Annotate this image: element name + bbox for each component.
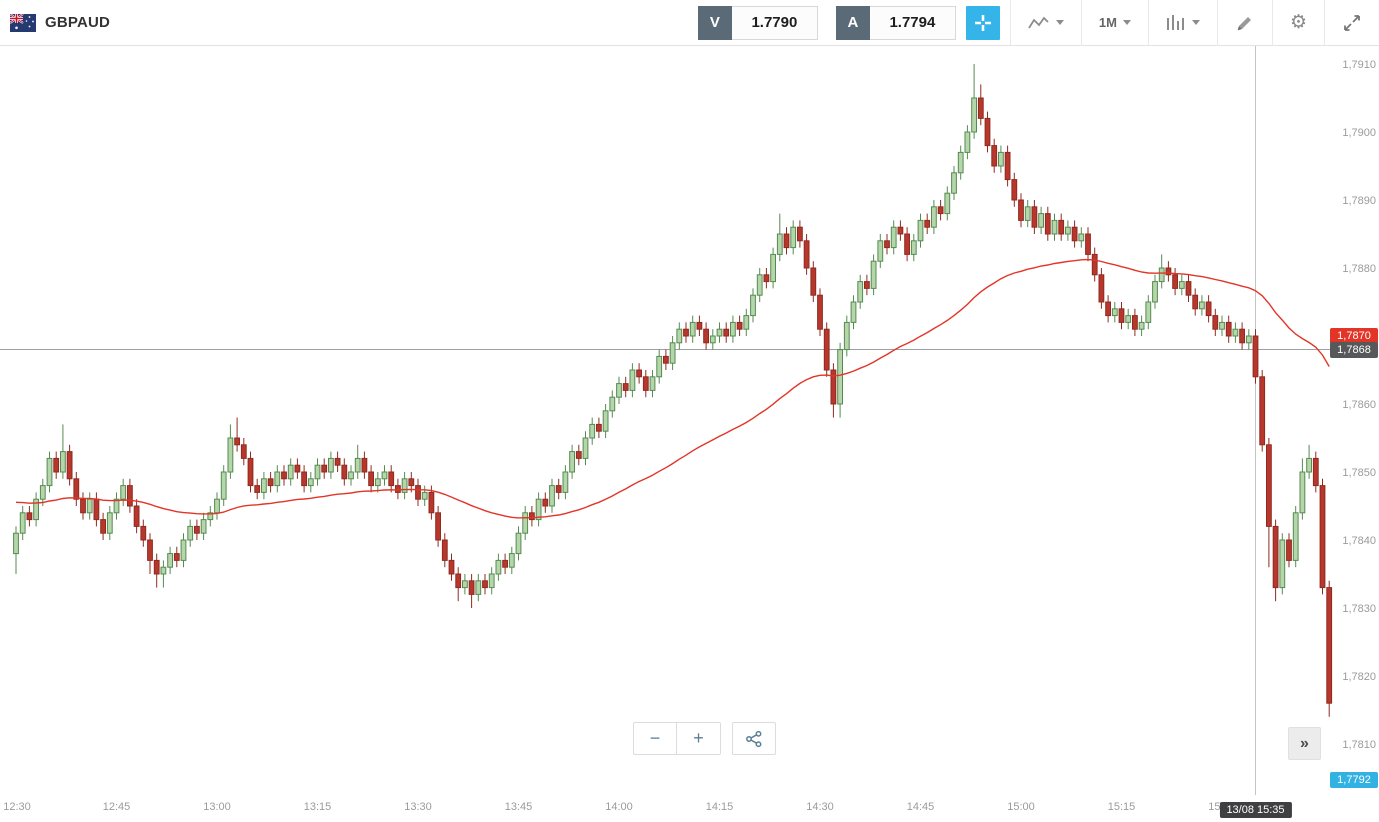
timeframe-label: 1M <box>1098 15 1117 30</box>
zoom-controls: − + <box>633 722 776 755</box>
indicators-icon <box>1166 14 1184 30</box>
svg-text:1,7830: 1,7830 <box>1342 603 1376 615</box>
gear-icon: ⚙ <box>1289 11 1307 33</box>
crosshair-tool-button[interactable] <box>965 5 1000 40</box>
svg-text:1,7810: 1,7810 <box>1342 739 1376 751</box>
sell-price: 1.7790 <box>731 5 818 40</box>
time-cursor-tooltip: 13/08 15:35 <box>1219 802 1292 818</box>
sell-button[interactable]: V 1.7790 <box>697 5 818 40</box>
price-line-badge: 1,7868 <box>1330 341 1378 358</box>
chart-area: 1,7910 1,7900 1,7890 1,7880 1,7870 1,7860 1,78… <box>0 46 1379 822</box>
svg-text:15:00: 15:00 <box>1007 801 1035 813</box>
crosshair-icon <box>974 14 991 31</box>
chart-type-dropdown[interactable] <box>1011 0 1081 46</box>
toolbar-separator <box>1080 0 1082 46</box>
pencil-icon <box>1237 16 1251 30</box>
svg-text:1,7860: 1,7860 <box>1342 399 1376 411</box>
svg-text:13:45: 13:45 <box>505 801 533 813</box>
share-icon <box>746 730 762 747</box>
buy-letter: A <box>835 5 870 40</box>
toolbar-separator <box>1216 0 1218 46</box>
plus-icon: + <box>693 728 704 748</box>
minus-icon: − <box>649 728 661 748</box>
buy-price: 1.7794 <box>869 5 956 40</box>
zoom-in-button[interactable]: + <box>677 722 721 755</box>
share-button[interactable] <box>732 722 776 755</box>
svg-text:1,7880: 1,7880 <box>1342 263 1376 275</box>
svg-text:1,7820: 1,7820 <box>1342 671 1376 683</box>
chevron-down-icon <box>1122 20 1131 25</box>
ma-price-badge: 1,7870 <box>1330 328 1378 344</box>
svg-text:13:00: 13:00 <box>203 801 231 813</box>
double-chevron-right-icon: » <box>1300 734 1309 752</box>
svg-text:1,7890: 1,7890 <box>1342 195 1376 207</box>
toolbar-separator <box>1009 0 1011 46</box>
toolbar-separator <box>1324 0 1325 46</box>
svg-text:14:15: 14:15 <box>706 801 734 813</box>
settings-button[interactable]: ⚙ <box>1273 0 1324 46</box>
gbpaud-flag-icon <box>10 13 36 32</box>
chevron-down-icon <box>1191 20 1200 25</box>
svg-text:1,7850: 1,7850 <box>1342 467 1376 479</box>
svg-text:1,7900: 1,7900 <box>1342 127 1376 139</box>
toolbar-separator <box>1147 0 1149 46</box>
toolbar-separator <box>1271 0 1273 46</box>
svg-text:1,7910: 1,7910 <box>1342 59 1376 71</box>
svg-text:14:00: 14:00 <box>605 801 633 813</box>
svg-text:13:15: 13:15 <box>304 801 332 813</box>
zoom-out-button[interactable]: − <box>633 722 677 755</box>
svg-text:14:45: 14:45 <box>907 801 935 813</box>
svg-text:12:45: 12:45 <box>103 801 131 813</box>
current-price-badge: 1,7792 <box>1330 772 1378 788</box>
timeframe-dropdown[interactable]: 1M <box>1082 0 1148 46</box>
svg-text:14:30: 14:30 <box>806 801 834 813</box>
draw-tool-button[interactable] <box>1218 0 1272 46</box>
candlestick-chart[interactable]: 1,7910 1,7900 1,7890 1,7880 1,7870 1,7860 1,78… <box>0 46 1379 822</box>
fullscreen-button[interactable] <box>1325 0 1379 46</box>
sell-letter: V <box>697 5 732 40</box>
chevron-down-icon <box>1055 20 1064 25</box>
line-chart-icon <box>1028 16 1049 28</box>
expand-icon <box>1344 14 1360 31</box>
collapse-panel-button[interactable]: » <box>1288 727 1321 760</box>
symbol-title: GBPAUD <box>45 14 111 31</box>
svg-text:15:15: 15:15 <box>1108 801 1136 813</box>
svg-text:1,7840: 1,7840 <box>1342 535 1376 547</box>
svg-text:12:30: 12:30 <box>3 801 31 813</box>
indicators-dropdown[interactable] <box>1149 0 1217 46</box>
toolbar: GBPAUD V 1.7790 A 1.7794 1M <box>0 0 1379 46</box>
svg-text:13:30: 13:30 <box>404 801 432 813</box>
buy-button[interactable]: A 1.7794 <box>835 5 956 40</box>
